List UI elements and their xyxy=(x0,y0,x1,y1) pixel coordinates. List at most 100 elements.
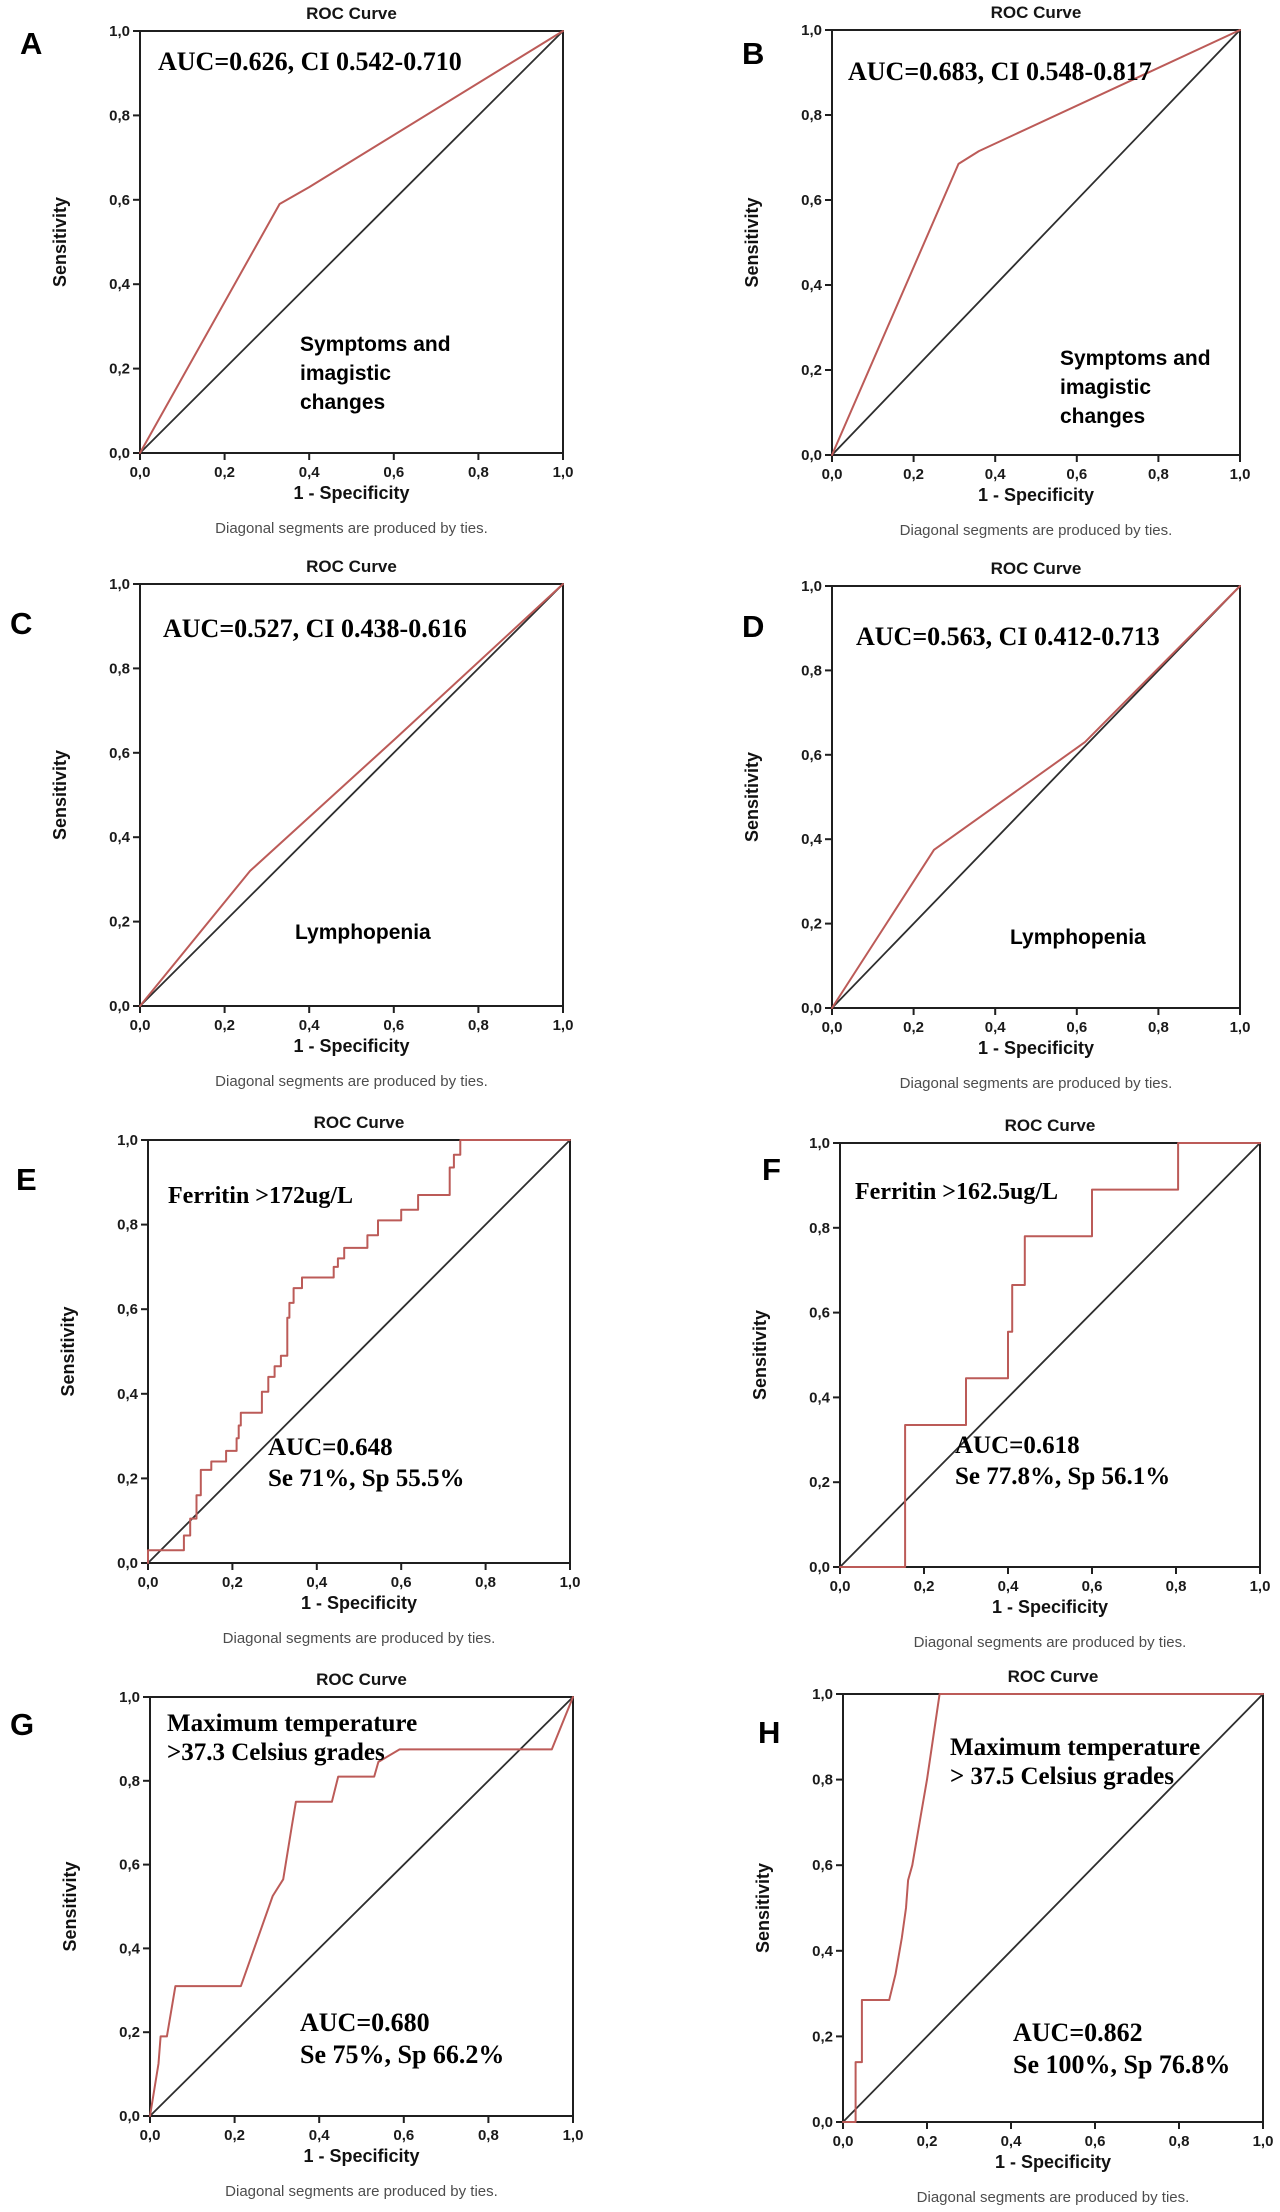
y-tick-label: 0,2 xyxy=(809,1474,830,1491)
y-tick-label: 0,6 xyxy=(812,1857,833,1874)
x-tick-label: 0,6 xyxy=(383,464,404,481)
auc-ci-annotation: AUC=0.683, CI 0.548-0.817 xyxy=(848,57,1152,86)
x-tick-label: 0,8 xyxy=(1169,2133,1190,2150)
y-tick-label: 0,4 xyxy=(801,277,823,294)
x-tick-label: 0,0 xyxy=(138,1574,159,1591)
y-tick-label: 0,8 xyxy=(801,662,822,679)
y-tick-label: 0,6 xyxy=(109,192,130,209)
x-tick-label: 0,0 xyxy=(130,1017,151,1034)
ties-footnote: Diagonal segments are produced by ties. xyxy=(914,1634,1187,1651)
y-tick-label: 0,4 xyxy=(809,1389,831,1406)
roc-curve-line xyxy=(831,585,1241,1009)
y-tick-label: 0,4 xyxy=(812,1943,834,1960)
y-axis-label: Sensitivity xyxy=(742,752,762,842)
plot-frame xyxy=(147,1139,571,1564)
y-tick-label: 0,4 xyxy=(119,1940,141,1957)
auc-ci-annotation: AUC=0.563, CI 0.412-0.713 xyxy=(856,622,1160,651)
y-axis-label: Sensitivity xyxy=(753,1863,773,1953)
y-tick-label: 0,0 xyxy=(812,2114,833,2131)
roc-panel-E: E ROC Curve 0,0 0,0 0,2 0,2 0,4 0,4 0,6 0,6 0,8 0,8… xyxy=(0,1106,640,1659)
x-tick-label: 0,0 xyxy=(822,1019,843,1036)
y-tick-label: 0,0 xyxy=(109,998,130,1015)
x-tick-label: 0,0 xyxy=(833,2133,854,2150)
ties-footnote: Diagonal segments are produced by ties. xyxy=(223,1630,496,1647)
panel-letter-G: G xyxy=(10,1707,35,1742)
x-tick-label: 1,0 xyxy=(1250,1578,1271,1595)
roc-curve-line xyxy=(139,583,564,1007)
panel-letter-C: C xyxy=(10,606,33,641)
x-axis-label: 1 - Specificity xyxy=(303,2146,419,2166)
roc-curve-line xyxy=(149,1696,574,2117)
panel-letter-A: A xyxy=(20,26,43,61)
auc-se-sp-annotation: AUC=0.680 Se 75%, Sp 66.2% xyxy=(300,2008,505,2069)
x-tick-label: 1,0 xyxy=(1253,2133,1274,2150)
x-tick-label: 0,8 xyxy=(468,1017,489,1034)
x-tick-label: 0,6 xyxy=(393,2127,414,2144)
x-tick-label: 0,2 xyxy=(214,1017,235,1034)
y-tick-label: 0,4 xyxy=(801,831,823,848)
x-tick-label: 0,8 xyxy=(1148,466,1169,483)
plot-frame xyxy=(149,1696,574,2117)
diagonal-reference-line xyxy=(831,29,1241,456)
x-axis-label: 1 - Specificity xyxy=(992,1597,1108,1617)
roc-panel-B: B ROC Curve 0,0 0,0 0,2 0,2 0,4 0,4 0,6 0,6 0,8 0,8… xyxy=(640,0,1280,553)
y-tick-label: 0,0 xyxy=(117,1555,138,1572)
x-tick-label: 0,0 xyxy=(140,2127,161,2144)
x-tick-label: 0,8 xyxy=(475,1574,496,1591)
y-tick-label: 0,6 xyxy=(117,1301,138,1318)
y-tick-label: 0,2 xyxy=(109,914,130,931)
x-tick-label: 1,0 xyxy=(563,2127,584,2144)
diagonal-reference-line xyxy=(147,1139,571,1564)
criterion-label: Symptoms and imagistic changes xyxy=(300,333,451,414)
plot-canvas: 0,00,0 0,2 0,2 0,4 0,4 0,6 0,6 0,8 0,8 1,0 1,0 1 - … xyxy=(753,1686,1274,2206)
roc-curve-line xyxy=(842,1693,1264,2123)
y-tick-label: 0,4 xyxy=(109,276,131,293)
y-tick-label: 0,0 xyxy=(809,1559,830,1576)
x-tick-label: 0,4 xyxy=(299,464,321,481)
diagonal-reference-line xyxy=(139,583,564,1007)
y-axis-label: Sensitivity xyxy=(60,1861,80,1951)
criterion-label: Maximum temperature > 37.5 Celsius grade… xyxy=(950,1734,1201,1790)
x-tick-label: 0,2 xyxy=(917,2133,938,2150)
chart-title: ROC Curve xyxy=(990,3,1082,22)
y-axis-label: Sensitivity xyxy=(742,197,762,287)
y-axis-label: Sensitivity xyxy=(58,1306,78,1396)
chart-title: ROC Curve xyxy=(990,559,1082,578)
roc-curve-line xyxy=(831,29,1241,456)
x-tick-label: 0,6 xyxy=(1066,466,1087,483)
x-axis-label: 1 - Specificity xyxy=(978,1038,1094,1058)
auc-se-sp-annotation: AUC=0.618 Se 77.8%, Sp 56.1% xyxy=(955,1432,1171,1490)
y-tick-label: 0,6 xyxy=(119,1857,140,1874)
plot-canvas: 0,00,0 0,2 0,2 0,4 0,4 0,6 0,6 0,8 0,8 1,0 1,0 1 - … xyxy=(50,576,573,1090)
plot-frame xyxy=(139,30,564,454)
x-tick-label: 0,8 xyxy=(1148,1019,1169,1036)
criterion-label: Ferritin >172ug/L xyxy=(168,1183,353,1209)
y-tick-label: 0,8 xyxy=(809,1220,830,1237)
y-tick-label: 0,6 xyxy=(109,745,130,762)
y-axis-label: Sensitivity xyxy=(750,1310,770,1400)
auc-se-sp-annotation: AUC=0.862 Se 100%, Sp 76.8% xyxy=(1013,2018,1231,2079)
x-tick-label: 0,0 xyxy=(130,464,151,481)
diagonal-reference-line xyxy=(842,1693,1264,2123)
roc-panel-A: A ROC Curve 0,0 0,0 0,2 0,2 0,4 0,4 0,6 0,6 0,8 0,8… xyxy=(0,0,640,553)
x-axis-label: 1 - Specificity xyxy=(293,483,409,503)
ties-footnote: Diagonal segments are produced by ties. xyxy=(225,2183,498,2200)
y-tick-label: 0,4 xyxy=(109,829,131,846)
x-tick-label: 1,0 xyxy=(1230,466,1251,483)
chart-title: ROC Curve xyxy=(316,1670,407,1689)
y-tick-label: 0,2 xyxy=(119,2024,140,2041)
diagonal-reference-line xyxy=(139,30,564,454)
x-tick-label: 0,8 xyxy=(478,2127,499,2144)
chart-title: ROC Curve xyxy=(306,4,397,23)
x-tick-label: 0,4 xyxy=(998,1578,1020,1595)
x-tick-label: 0,2 xyxy=(903,1019,924,1036)
diagonal-reference-line xyxy=(149,1696,574,2117)
x-tick-label: 0,2 xyxy=(214,464,235,481)
criterion-label: Ferritin >162.5ug/L xyxy=(855,1179,1058,1205)
ties-footnote: Diagonal segments are produced by ties. xyxy=(900,522,1173,539)
y-tick-label: 0,6 xyxy=(801,192,822,209)
panel-letter-B: B xyxy=(742,36,765,71)
x-tick-label: 0,4 xyxy=(1001,2133,1023,2150)
x-tick-label: 0,0 xyxy=(830,1578,851,1595)
